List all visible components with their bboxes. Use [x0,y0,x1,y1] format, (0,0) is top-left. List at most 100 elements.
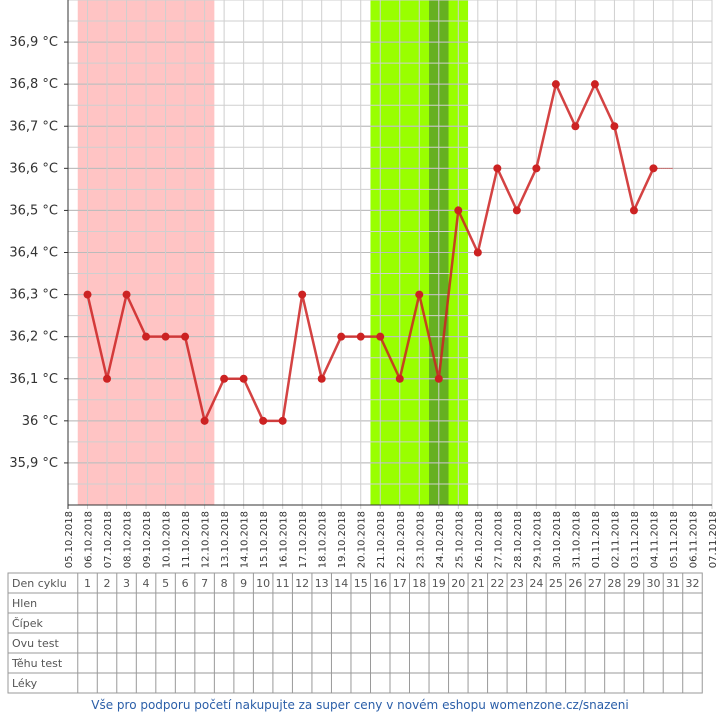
cycle-day: 6 [182,577,189,590]
x-tick-label: 06.11.2018 [688,511,699,568]
y-tick-label: 36,4 °C [9,246,58,261]
y-tick-label: 36,7 °C [9,119,58,134]
cycle-day: 20 [451,577,465,590]
cycle-day: 15 [354,577,368,590]
cycle-day: 23 [510,577,524,590]
temperature-point [181,332,190,341]
x-tick-label: 22.10.2018 [396,511,407,568]
x-tick-label: 18.10.2018 [318,511,329,568]
temperature-point [83,290,92,299]
x-tick-label: 10.10.2018 [162,511,173,568]
temperature-point [298,290,307,299]
row-label: Den cyklu [12,577,67,590]
temperature-point [220,374,229,383]
x-tick-label: 17.10.2018 [298,511,309,568]
y-tick-label: 36 °C [22,414,58,429]
cycle-day: 7 [201,577,208,590]
row-label: Těhu test [11,657,63,670]
temperature-point [395,374,404,383]
x-tick-label: 23.10.2018 [415,511,426,568]
x-tick-label: 21.10.2018 [376,511,387,568]
y-tick-label: 36,3 °C [9,288,58,303]
temperature-point [493,164,502,173]
x-tick-label: 27.10.2018 [493,511,504,568]
table-row [7,612,703,634]
y-tick-label: 36,9 °C [9,35,58,50]
y-tick-label: 35,9 °C [9,456,58,471]
temperature-point [629,206,638,215]
table-row [7,632,703,654]
cycle-day: 12 [295,577,309,590]
temperature-point [200,416,209,425]
cycle-day: 8 [221,577,228,590]
temperature-point [512,206,521,215]
cycle-day: 14 [334,577,348,590]
temperature-point [610,122,619,131]
y-tick-label: 36,6 °C [9,161,58,176]
x-tick-label: 12.10.2018 [201,511,212,568]
temperature-point [434,374,443,383]
row-label: Ovu test [12,637,59,650]
x-tick-label: 16.10.2018 [279,511,290,568]
temperature-point [590,80,599,89]
cycle-day: 5 [162,577,169,590]
x-tick-label: 19.10.2018 [337,511,348,568]
x-tick-label: 07.11.2018 [708,511,719,568]
temperature-point [337,332,346,341]
temperature-point [571,122,580,131]
cycle-day: 2 [104,577,111,590]
temperature-point [142,332,151,341]
cycle-day: 21 [471,577,485,590]
temperature-point [122,290,131,299]
temperature-point [161,332,170,341]
row-label: Čípek [12,617,43,630]
temperature-point [356,332,365,341]
footer-link[interactable]: Vše pro podporu početí nakupujte za supe… [91,698,628,712]
temperature-point [532,164,541,173]
x-tick-label: 08.10.2018 [123,511,134,568]
cycle-day: 1 [84,577,91,590]
temperature-point [454,206,463,215]
cycle-day: 27 [588,577,602,590]
temperature-point [376,332,385,341]
cycle-day: 22 [490,577,504,590]
cycle-day: 3 [123,577,130,590]
temperature-point [415,290,424,299]
cycle-day: 29 [627,577,641,590]
x-tick-label: 03.11.2018 [630,511,641,568]
cycle-day: 28 [607,577,621,590]
x-tick-label: 25.10.2018 [454,511,465,568]
cycle-day: 18 [412,577,426,590]
x-tick-label: 01.11.2018 [591,511,602,568]
x-tick-label: 31.10.2018 [571,511,582,568]
x-tick-label: 11.10.2018 [181,511,192,568]
temperature-point [259,416,268,425]
temperature-point [551,80,560,89]
cycle-day: 31 [666,577,680,590]
x-tick-label: 20.10.2018 [357,511,368,568]
temperature-point [317,374,326,383]
x-tick-label: 07.10.2018 [103,511,114,568]
x-tick-label: 05.10.2018 [64,511,75,568]
temperature-point [473,248,482,257]
cycle-day: 9 [240,577,247,590]
x-tick-label: 04.11.2018 [649,511,660,568]
temperature-point [239,374,248,383]
y-tick-label: 36,8 °C [9,77,58,92]
cycle-day: 25 [549,577,563,590]
y-tick-label: 36,5 °C [9,203,58,218]
x-tick-label: 28.10.2018 [513,511,524,568]
cycle-day: 19 [432,577,446,590]
temperature-point [103,374,112,383]
x-tick-label: 06.10.2018 [84,511,95,568]
cycle-day: 24 [529,577,543,590]
row-label: Léky [12,677,38,690]
cycle-day: 13 [315,577,329,590]
cycle-day: 30 [646,577,660,590]
y-tick-label: 36,2 °C [9,330,58,345]
cycle-day: 17 [393,577,407,590]
cycle-day: 10 [256,577,270,590]
x-tick-label: 02.11.2018 [610,511,621,568]
x-tick-label: 14.10.2018 [240,511,251,568]
